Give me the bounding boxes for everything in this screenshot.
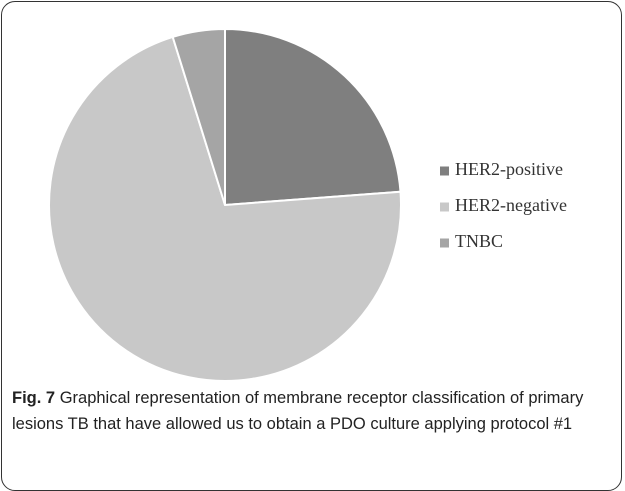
pie-slice (48, 35, 402, 382)
caption: Fig. 7 Graphical representation of membr… (12, 385, 612, 437)
chart: HER2-positive HER2-negative TNBC (48, 27, 567, 382)
legend-label: HER2-positive (455, 159, 563, 179)
pie-slice (171, 27, 226, 206)
caption-label: Fig. 7 (12, 389, 56, 407)
legend-label: HER2-negative (455, 195, 567, 215)
legend-label: TNBC (455, 231, 503, 251)
legend-swatch (440, 202, 449, 212)
legend-swatch (440, 166, 449, 176)
legend-swatch (440, 238, 449, 248)
caption-text: Graphical representation of membrane rec… (12, 389, 584, 433)
pie-slice (224, 27, 402, 207)
